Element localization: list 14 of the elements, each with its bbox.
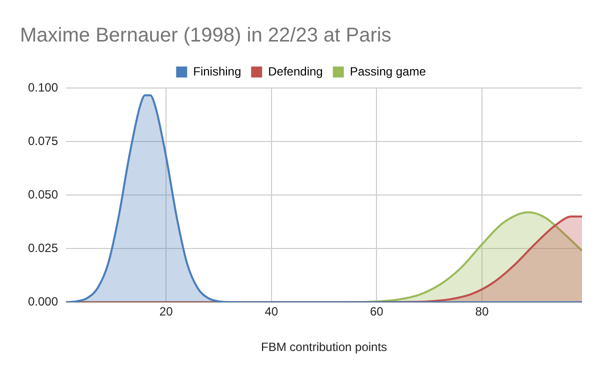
x-tick-label: 60 — [370, 304, 384, 319]
chart-title: Maxime Bernauer (1998) in 22/23 at Paris — [20, 24, 392, 47]
y-tick-label: 0.100 — [28, 80, 58, 94]
x-tick-label: 80 — [475, 304, 489, 319]
y-tick-label: 0.075 — [28, 134, 58, 148]
x-axis-title: FBM contribution points — [260, 340, 388, 354]
x-tick-label: 20 — [159, 304, 174, 319]
legend-label: Passing game — [350, 64, 426, 78]
legend-label: Defending — [268, 64, 323, 78]
y-tick-label: 0.025 — [28, 240, 58, 255]
legend-label: Finishing — [193, 64, 242, 78]
y-tick-label: 0.050 — [28, 187, 58, 202]
y-tick-label: 0.000 — [28, 294, 58, 309]
x-tick-label: 40 — [264, 304, 278, 319]
